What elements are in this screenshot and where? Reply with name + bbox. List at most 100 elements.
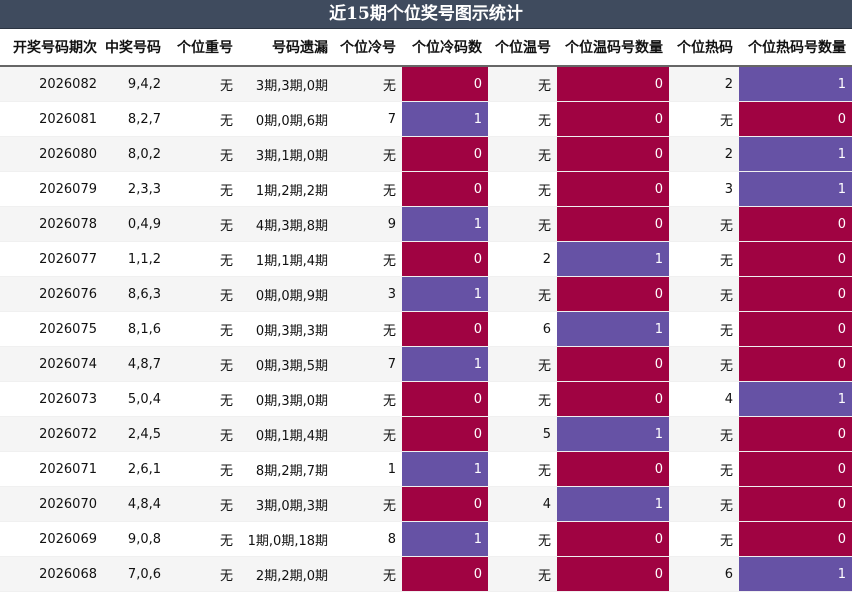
cell-omission: 1期,0期,18期 [239, 521, 334, 557]
cell-hot-count: 0 [739, 416, 852, 452]
cell-repeat: 无 [167, 521, 239, 557]
table-row: 2026082 9,4,2 无 3期,3期,0期无 0 无 0 2 1 [0, 66, 852, 102]
cell-issue: 2026068 [0, 556, 103, 592]
cell-warm-count: 0 [557, 276, 669, 312]
cell-hot-number: 无 [669, 346, 739, 382]
cell-hot-count: 0 [739, 311, 852, 347]
table-row: 2026068 7,0,6 无 2期,2期,0期无 0 无 0 6 1 [0, 556, 852, 592]
cell-hot-number: 3 [669, 171, 739, 207]
cell-omission: 3期,0期,3期 [239, 486, 334, 522]
cell-hot-number: 6 [669, 556, 739, 592]
cell-hot-number: 无 [669, 276, 739, 312]
cell-hot-count: 0 [739, 521, 852, 557]
cell-cold-number: 无 [334, 136, 402, 172]
cell-warm-number: 无 [488, 66, 557, 102]
cell-cold-count: 0 [402, 241, 488, 277]
cell-repeat: 无 [167, 206, 239, 242]
cell-numbers: 2,3,3 [103, 171, 167, 207]
cell-warm-count: 0 [557, 556, 669, 592]
cell-issue: 2026070 [0, 486, 103, 522]
cell-issue: 2026073 [0, 381, 103, 417]
cell-repeat: 无 [167, 381, 239, 417]
cell-warm-count: 0 [557, 451, 669, 487]
table-row: 2026072 2,4,5 无 0期,1期,4期无 0 5 1 无 0 [0, 416, 852, 452]
table-row: 2026079 2,3,3 无 1期,2期,2期无 0 无 0 3 1 [0, 171, 852, 207]
cell-hot-count: 0 [739, 486, 852, 522]
cell-cold-number: 8 [334, 521, 402, 557]
cell-cold-number: 无 [334, 311, 402, 347]
cell-cold-count: 1 [402, 206, 488, 242]
cell-numbers: 2,4,5 [103, 416, 167, 452]
cell-omission: 1期,1期,4期 [239, 241, 334, 277]
cell-omission: 8期,2期,7期 [239, 451, 334, 487]
cell-warm-number: 无 [488, 276, 557, 312]
cell-numbers: 9,4,2 [103, 66, 167, 102]
cell-warm-number: 5 [488, 416, 557, 452]
cell-omission: 0期,3期,0期 [239, 381, 334, 417]
cell-numbers: 7,0,6 [103, 556, 167, 592]
cell-cold-number: 1 [334, 451, 402, 487]
cell-hot-number: 无 [669, 486, 739, 522]
cell-hot-count: 0 [739, 451, 852, 487]
cell-numbers: 0,4,9 [103, 206, 167, 242]
cell-numbers: 8,0,2 [103, 136, 167, 172]
cell-omission: 0期,0期,6期 [239, 101, 334, 137]
cell-warm-number: 无 [488, 171, 557, 207]
cell-warm-number: 无 [488, 206, 557, 242]
table-row: 2026080 8,0,2 无 3期,1期,0期无 0 无 0 2 1 [0, 136, 852, 172]
cell-repeat: 无 [167, 66, 239, 102]
cell-issue: 2026080 [0, 136, 103, 172]
cell-numbers: 8,1,6 [103, 311, 167, 347]
cell-warm-number: 无 [488, 451, 557, 487]
cell-warm-number: 无 [488, 556, 557, 592]
cell-hot-number: 2 [669, 136, 739, 172]
cell-warm-number: 6 [488, 311, 557, 347]
header-warm: 个位温号 [488, 29, 557, 67]
table-row: 2026078 0,4,9 无 4期,3期,8期 9 1 无 0 无 0 [0, 206, 852, 242]
cell-cold-count: 0 [402, 136, 488, 172]
cell-cold-number: 无 [334, 556, 402, 592]
cell-cold-number: 无 [334, 486, 402, 522]
table-row: 2026077 1,1,2 无 1期,1期,4期无 0 2 1 无 0 [0, 241, 852, 277]
cell-warm-count: 0 [557, 521, 669, 557]
cell-issue: 2026082 [0, 66, 103, 102]
cell-cold-count: 1 [402, 101, 488, 137]
cell-cold-count: 0 [402, 556, 488, 592]
cell-cold-number: 7 [334, 346, 402, 382]
cell-repeat: 无 [167, 416, 239, 452]
cell-warm-number: 无 [488, 101, 557, 137]
cell-issue: 2026071 [0, 451, 103, 487]
cell-issue: 2026078 [0, 206, 103, 242]
cell-warm-number: 无 [488, 346, 557, 382]
cell-warm-count: 1 [557, 311, 669, 347]
cell-omission: 0期,3期,5期 [239, 346, 334, 382]
cell-issue: 2026072 [0, 416, 103, 452]
cell-warm-count: 0 [557, 171, 669, 207]
header-cold: 个位冷号 [334, 29, 402, 67]
cell-hot-count: 0 [739, 241, 852, 277]
cell-warm-count: 0 [557, 136, 669, 172]
cell-repeat: 无 [167, 241, 239, 277]
cell-hot-number: 2 [669, 66, 739, 102]
cell-numbers: 8,2,7 [103, 101, 167, 137]
cell-warm-count: 0 [557, 66, 669, 102]
cell-omission: 2期,2期,0期 [239, 556, 334, 592]
cell-repeat: 无 [167, 556, 239, 592]
cell-cold-number: 3 [334, 276, 402, 312]
cell-hot-count: 1 [739, 556, 852, 592]
header-issue: 开奖号码期次 [0, 29, 103, 67]
cell-repeat: 无 [167, 136, 239, 172]
cell-cold-number: 无 [334, 381, 402, 417]
cell-hot-count: 0 [739, 101, 852, 137]
cell-numbers: 4,8,4 [103, 486, 167, 522]
table-row: 2026074 4,8,7 无 0期,3期,5期 7 1 无 0 无 0 [0, 346, 852, 382]
cell-hot-number: 无 [669, 241, 739, 277]
cell-warm-count: 0 [557, 101, 669, 137]
cell-issue: 2026074 [0, 346, 103, 382]
cell-cold-count: 0 [402, 311, 488, 347]
cell-repeat: 无 [167, 311, 239, 347]
cell-omission: 0期,1期,4期 [239, 416, 334, 452]
cell-omission: 4期,3期,8期 [239, 206, 334, 242]
cell-cold-count: 0 [402, 381, 488, 417]
cell-omission: 3期,3期,0期 [239, 66, 334, 102]
